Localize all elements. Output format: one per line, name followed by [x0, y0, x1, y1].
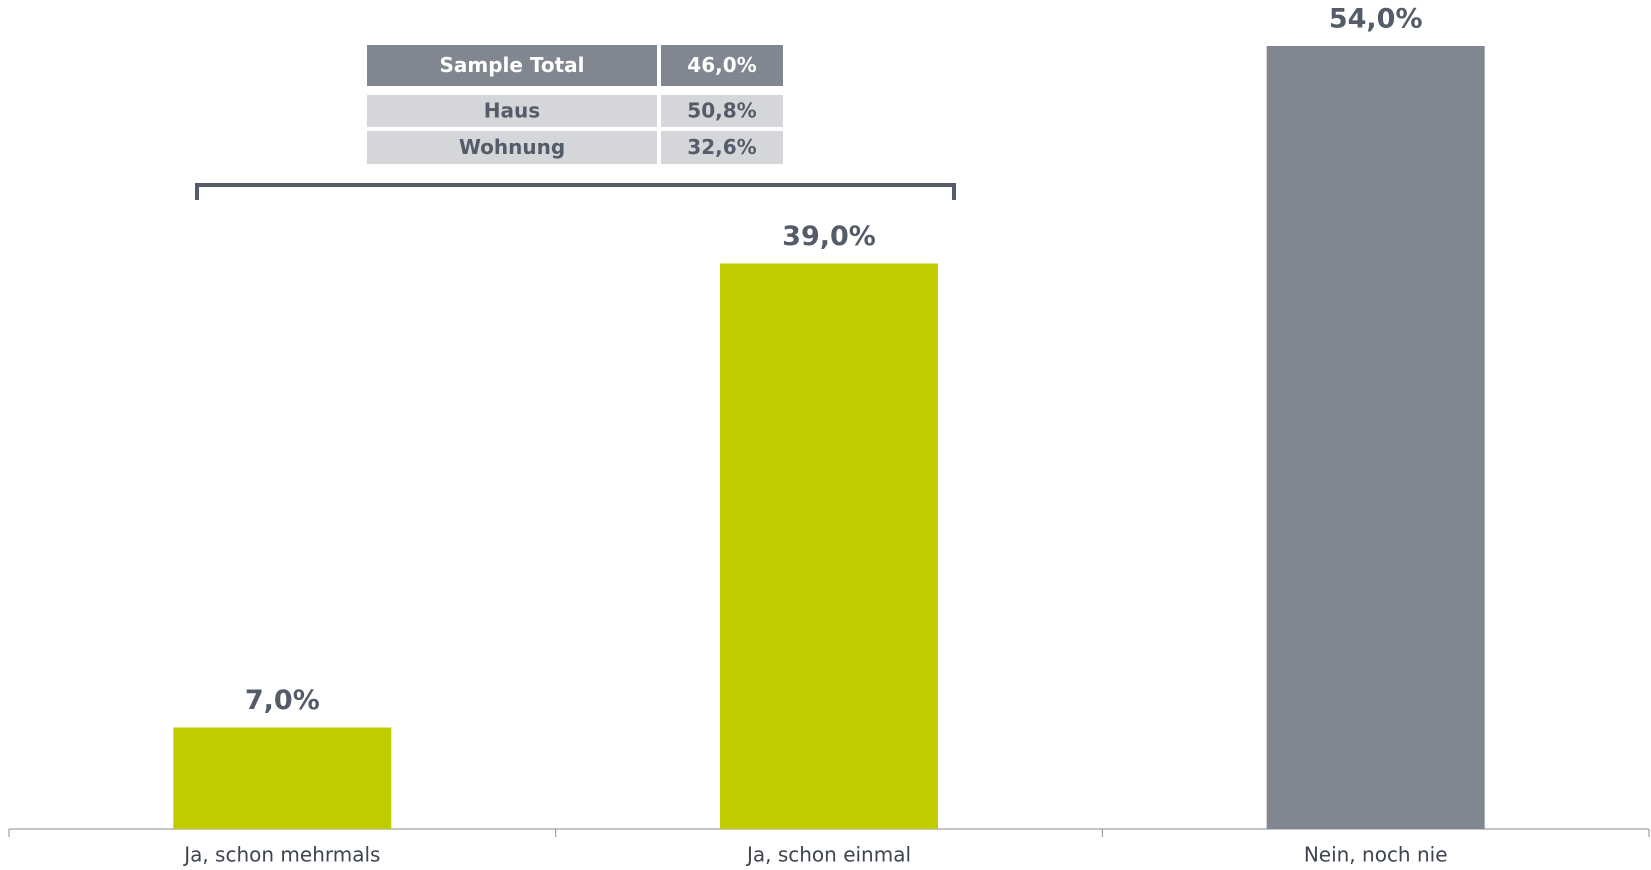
x-tick-label: Nein, noch nie	[1304, 843, 1448, 867]
table-text: 32,6%	[687, 135, 756, 159]
table-cell	[661, 95, 783, 127]
table-cell	[367, 95, 657, 127]
value-label: 39,0%	[782, 221, 876, 252]
table-cell	[367, 45, 657, 86]
value-label: 7,0%	[245, 685, 320, 716]
x-tick-label: Ja, schon einmal	[745, 843, 911, 867]
bar	[173, 727, 392, 829]
table-cell	[661, 131, 783, 164]
table-cell	[367, 131, 657, 164]
x-tick-label: Ja, schon mehrmals	[182, 843, 380, 867]
table-text: 50,8%	[687, 99, 756, 123]
table-text: Sample Total	[439, 53, 584, 77]
bar	[720, 263, 938, 829]
table-text: Wohnung	[459, 135, 565, 159]
table-cell	[661, 45, 783, 86]
table-text: Haus	[484, 99, 540, 123]
table-text: 46,0%	[687, 53, 756, 77]
bar	[1266, 46, 1485, 829]
value-label: 54,0%	[1329, 4, 1423, 35]
bracket	[195, 183, 956, 200]
